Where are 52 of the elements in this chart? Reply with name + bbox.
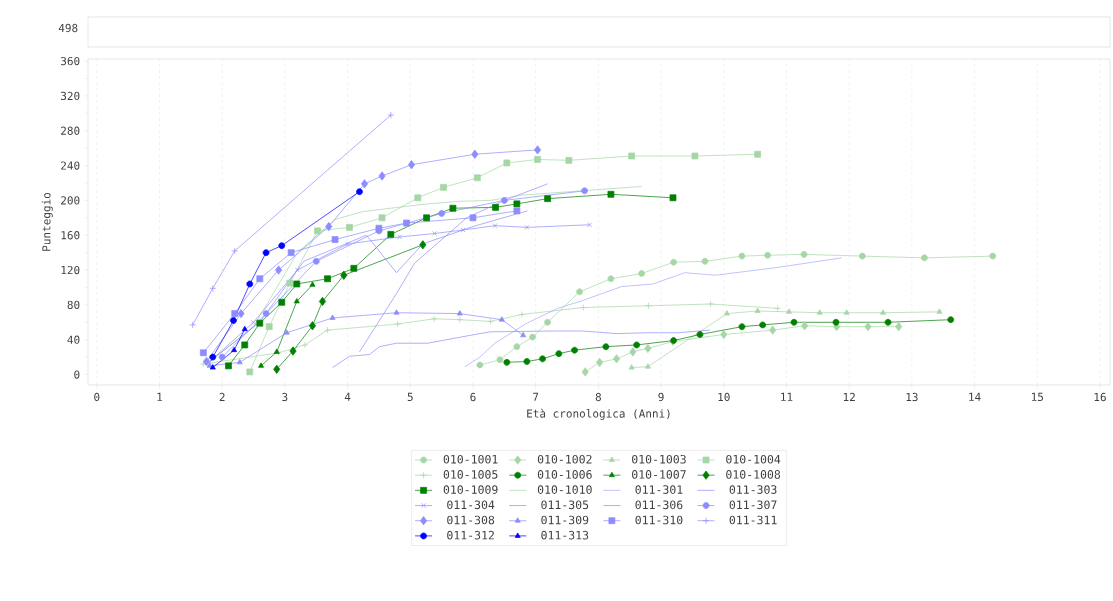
x-tick-label: 11 xyxy=(781,392,793,401)
text: 498 xyxy=(58,23,78,33)
legend-label: 011-310 xyxy=(635,515,683,525)
y-tick-label: 0 xyxy=(74,370,80,379)
y-tick-label: 320 xyxy=(61,91,80,101)
legend-label: 011-303 xyxy=(729,485,777,494)
x-tick-label: 14 xyxy=(969,392,981,401)
x-tick-label: 1 xyxy=(157,392,163,401)
legend-label: 011-304 xyxy=(447,500,495,510)
legend-label: 011-312 xyxy=(447,530,494,540)
x-tick-label: 4 xyxy=(344,392,351,401)
x-tick-label: 2 xyxy=(219,392,225,402)
x-axis-title: Età cronologica (Anni) xyxy=(527,408,670,420)
x-tick-label: 8 xyxy=(595,392,601,402)
legend-label: 011-309 xyxy=(541,515,589,525)
legend-label: 011-311 xyxy=(729,515,777,525)
y-axis-title: Punteggio xyxy=(42,192,53,251)
y-tick-label: 200 xyxy=(61,196,80,205)
x-tick-label: 6 xyxy=(470,392,476,402)
x-tick-label: 3 xyxy=(282,392,288,402)
legend-label: 010-1002 xyxy=(537,454,592,464)
x-tick-label: 10 xyxy=(718,392,730,402)
y-tick-label: 360 xyxy=(61,56,80,66)
legend-label: 010-1001 xyxy=(443,454,498,464)
x-tick-label: 9 xyxy=(658,392,664,402)
x-tick-label: 0 xyxy=(94,392,100,402)
y-tick-label: 120 xyxy=(61,265,80,275)
legend-label: 010-1005 xyxy=(443,470,498,479)
legend-label: 011-305 xyxy=(541,500,589,510)
y-tick-label: 40 xyxy=(67,335,80,344)
legend-label: 011-313 xyxy=(541,530,589,540)
legend-label: 011-301 xyxy=(635,485,683,494)
legend-label: 011-306 xyxy=(635,500,683,510)
x-tick-label: 16 xyxy=(1094,392,1106,402)
legend-label: 010-1003 xyxy=(632,454,686,464)
legend-label: 010-1007 xyxy=(632,470,686,479)
y-tick-label: 240 xyxy=(61,161,80,170)
legend-label: 010-1010 xyxy=(537,485,592,494)
x-tick-label: 7 xyxy=(533,392,539,401)
x-tick-label: 12 xyxy=(843,392,855,402)
legend-label: 010-1008 xyxy=(726,470,781,479)
legend-label: 010-1009 xyxy=(443,485,498,494)
legend-label: 011-307 xyxy=(729,500,777,510)
legend-label: 011-308 xyxy=(447,515,495,525)
legend-label: 010-1006 xyxy=(537,470,592,479)
x-tick-label: 5 xyxy=(407,392,413,402)
x-tick-label: 13 xyxy=(906,392,918,402)
y-tick-label: 160 xyxy=(61,231,80,240)
y-tick-label: 280 xyxy=(61,126,80,135)
y-tick-label: 80 xyxy=(67,300,80,310)
legend-label: 010-1004 xyxy=(726,454,781,464)
x-tick-label: 15 xyxy=(1031,392,1043,402)
